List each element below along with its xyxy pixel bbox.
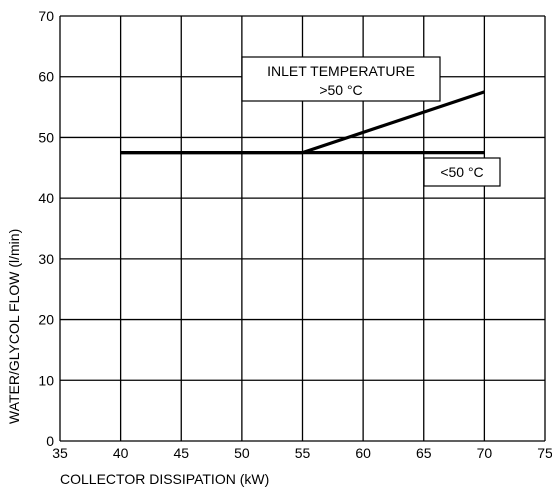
y-tick-label: 40 — [38, 190, 54, 206]
x-tick-labels: 35 40 45 50 55 60 65 70 75 — [52, 445, 552, 461]
y-axis-label: WATER/GLYCOL FLOW (l/min) — [6, 229, 22, 424]
x-tick-label: 45 — [173, 445, 189, 461]
y-tick-label: 0 — [46, 433, 54, 449]
x-tick-label: 60 — [355, 445, 371, 461]
y-tick-label: 10 — [38, 372, 54, 388]
y-tick-label: 50 — [38, 129, 54, 145]
annotation-box-high — [241, 56, 441, 102]
annotation-low-temperature: <50 °C — [423, 157, 501, 187]
x-tick-label: 50 — [234, 445, 250, 461]
x-tick-label: 70 — [477, 445, 493, 461]
y-tick-label: 60 — [38, 69, 54, 85]
annotation-line-2: >50 °C — [319, 82, 362, 98]
x-tick-label: 75 — [537, 445, 552, 461]
x-tick-label: 65 — [416, 445, 432, 461]
annotation-line-1: INLET TEMPERATURE — [267, 63, 415, 79]
x-tick-label: 55 — [295, 445, 311, 461]
x-axis-label: COLLECTOR DISSIPATION (kW) — [60, 471, 269, 487]
annotation-low-text: <50 °C — [440, 164, 483, 180]
x-tick-label: 40 — [113, 445, 129, 461]
y-tick-label: 30 — [38, 251, 54, 267]
y-tick-label: 20 — [38, 312, 54, 328]
annotation-inlet-temperature: INLET TEMPERATURE >50 °C — [241, 56, 441, 102]
x-tick-label: 35 — [52, 445, 68, 461]
y-tick-labels: 0 10 20 30 40 50 60 70 — [38, 8, 54, 449]
y-tick-label: 70 — [38, 8, 54, 24]
annotation-box-low — [423, 157, 501, 187]
series-lines — [120, 90, 485, 155]
